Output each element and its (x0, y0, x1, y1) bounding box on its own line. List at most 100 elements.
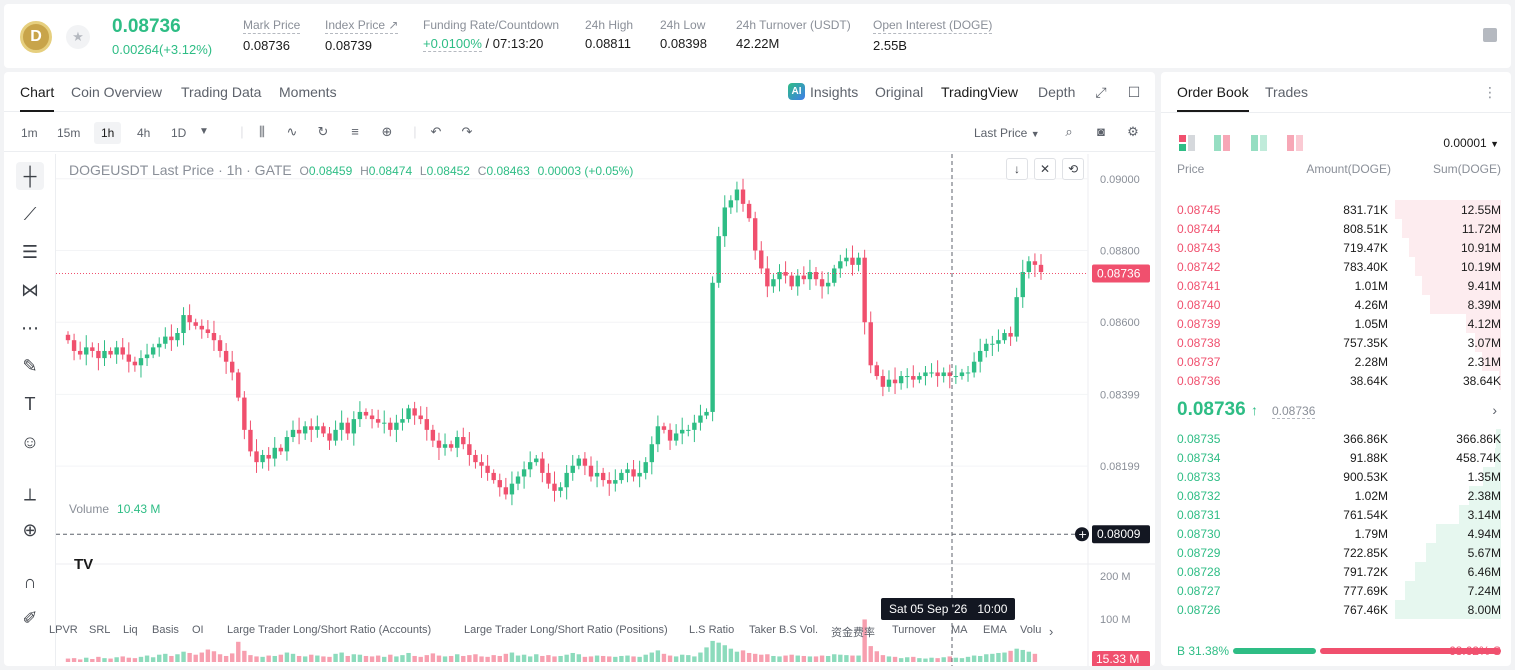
crosshair-icon[interactable]: ┼ (16, 162, 44, 190)
layout-both-icon[interactable] (1179, 135, 1195, 151)
indicator-oi[interactable]: OI (192, 624, 204, 636)
timeframe-1d[interactable]: 1D (171, 126, 187, 140)
ask-row[interactable]: 0.08742 783.40K 10.19M (1161, 257, 1511, 276)
indicator-turnover[interactable]: Turnover (892, 624, 936, 636)
bid-row[interactable]: 0.08728 791.72K 6.46M (1161, 562, 1511, 581)
zoom-in-icon[interactable]: ⊕ (22, 520, 38, 540)
price-source-select[interactable]: Last Price ▼ (974, 126, 1040, 140)
fib-icon[interactable]: ⋯ (21, 318, 39, 338)
bid-row[interactable]: 0.08734 91.88K 458.74K (1161, 448, 1511, 467)
tradingview-logo[interactable]: TV (74, 556, 94, 573)
ask-row[interactable]: 0.08740 4.26M 8.39M (1161, 295, 1511, 314)
bid-row[interactable]: 0.08732 1.02M 2.38M (1161, 486, 1511, 505)
chevron-down-icon[interactable]: ▼ (199, 126, 209, 137)
tab-tradingview[interactable]: TradingView (941, 84, 1019, 100)
timeframe-1m[interactable]: 1m (21, 126, 38, 140)
precision-select[interactable]: 0.00001 ▼ (1443, 136, 1499, 150)
ask-row[interactable]: 0.08737 2.28M 2.31M (1161, 352, 1511, 371)
ask-row[interactable]: 0.08736 38.64K 38.64K (1161, 371, 1511, 390)
tab-insights[interactable]: Insights (810, 84, 859, 100)
chevron-right-icon[interactable]: › (1049, 624, 1054, 639)
indicator-ma[interactable]: MA (951, 624, 968, 636)
tab-depth[interactable]: Depth (1038, 84, 1076, 100)
camera-icon[interactable]: ◙ (1097, 124, 1105, 139)
indicator-srl[interactable]: SRL (89, 624, 111, 636)
fullscreen-icon[interactable]: ⟲ (1062, 158, 1084, 180)
ai-insights-icon[interactable]: AI (788, 83, 805, 100)
indicator-lpvr[interactable]: LPVR (49, 624, 78, 636)
ask-row[interactable]: 0.08739 1.05M 4.12M (1161, 314, 1511, 333)
ask-row[interactable]: 0.08744 808.51K 11.72M (1161, 219, 1511, 238)
scroll-down-icon[interactable]: ↓ (1006, 158, 1028, 180)
tab-chart[interactable]: Chart (20, 84, 55, 112)
indicators-icon[interactable]: ∿ (286, 124, 298, 139)
bid-row[interactable]: 0.08727 777.69K 7.24M (1161, 581, 1511, 600)
candle-type-icon[interactable]: ⫼ (259, 124, 265, 139)
funding-rate-value[interactable]: +0.0100% (423, 36, 482, 52)
trend-line-icon[interactable]: ⟋ (23, 204, 37, 224)
bid-row[interactable]: 0.08735 366.86K 366.86K (1161, 429, 1511, 448)
layout-asks-icon[interactable] (1287, 135, 1303, 151)
timeframe-1h[interactable]: 1h (94, 122, 122, 144)
tab-coin-overview[interactable]: Coin Overview (71, 84, 163, 100)
ask-row[interactable]: 0.08738 757.35K 3.07M (1161, 333, 1511, 352)
volume-bar (461, 655, 466, 662)
chevron-right-icon[interactable]: › (1492, 402, 1497, 418)
tab-order-book[interactable]: Order Book (1177, 84, 1249, 112)
bid-row[interactable]: 0.08729 722.85K 5.67M (1161, 543, 1511, 562)
bid-row[interactable]: 0.08731 761.54K 3.14M (1161, 505, 1511, 524)
bid-row[interactable]: 0.08730 1.79M 4.94M (1161, 524, 1511, 543)
magnet-icon[interactable]: ∩ (23, 572, 37, 592)
pattern-icon[interactable]: ⋈ (21, 280, 39, 300)
collapse-icon[interactable]: ✕ (1034, 158, 1056, 180)
expand-icon[interactable]: ⤢ (1095, 84, 1107, 100)
horizontal-lines-icon[interactable]: ☰ (21, 242, 39, 262)
mid-price[interactable]: 0.08736 ↑ (1177, 399, 1258, 421)
template-icon[interactable]: ≡ (351, 124, 359, 139)
indicator-ls-ratio[interactable]: L.S Ratio (689, 624, 735, 636)
candle-body (430, 429, 436, 441)
timeframe-15m[interactable]: 15m (57, 126, 81, 140)
indicator-trader-accounts[interactable]: Large Trader Long/Short Ratio (Accounts) (227, 624, 432, 636)
ruler-icon[interactable]: ⟂ (23, 484, 36, 504)
gear-icon[interactable]: ⚙ (1127, 124, 1139, 139)
ask-row[interactable]: 0.08745 831.71K 12.55M (1161, 200, 1511, 219)
undo-icon[interactable]: ↶ (430, 124, 442, 139)
tab-original[interactable]: Original (875, 84, 924, 100)
search-icon[interactable]: ⌕ (1065, 124, 1073, 139)
ask-row[interactable]: 0.08743 719.47K 10.91M (1161, 238, 1511, 257)
refresh-icon[interactable]: ↻ (317, 124, 329, 139)
indicator-taker-vol[interactable]: Taker B.S Vol. (749, 624, 819, 636)
bid-row[interactable]: 0.08733 900.53K 1.35M (1161, 467, 1511, 486)
brush-icon[interactable]: ✎ (22, 356, 38, 376)
tab-trading-data[interactable]: Trading Data (181, 84, 262, 100)
timeframe-4h[interactable]: 4h (137, 126, 151, 140)
more-vertical-icon[interactable]: ⋮ (1483, 84, 1497, 100)
favorite-star-icon[interactable]: ★ (66, 25, 90, 49)
tab-trades[interactable]: Trades (1265, 84, 1309, 100)
indicator-funding-rate[interactable]: 资金费率 (831, 627, 875, 639)
stat-label[interactable]: Index Price ↗ (325, 18, 399, 34)
text-icon[interactable]: T (24, 394, 36, 414)
mid-price-value: 0.08736 (1177, 399, 1246, 420)
book-icon[interactable] (1483, 28, 1497, 42)
layout-bids-icon[interactable] (1251, 135, 1267, 151)
layout-split-icon[interactable] (1214, 135, 1230, 151)
window-icon[interactable]: ☐ (1127, 84, 1141, 100)
lock-draw-icon[interactable]: ✐ (22, 608, 38, 628)
indicator-trader-positions[interactable]: Large Trader Long/Short Ratio (Positions… (464, 624, 668, 636)
ask-row[interactable]: 0.08741 1.01M 9.41M (1161, 276, 1511, 295)
tab-moments[interactable]: Moments (279, 84, 337, 100)
indicator-basis[interactable]: Basis (152, 624, 179, 636)
indicator-ema[interactable]: EMA (983, 624, 1007, 636)
stat-label[interactable]: Open Interest (DOGE) (873, 18, 993, 34)
bid-row[interactable]: 0.08726 767.46K 8.00M (1161, 600, 1511, 619)
redo-icon[interactable]: ↷ (461, 124, 473, 139)
candle-body (406, 408, 411, 420)
add-indicator-icon[interactable]: ⊕ (381, 124, 393, 139)
indicator-liq[interactable]: Liq (123, 624, 138, 636)
emoji-icon[interactable]: ☺ (20, 432, 40, 452)
stat-label[interactable]: Mark Price (243, 18, 301, 34)
indicator-volume[interactable]: Volu (1020, 624, 1042, 636)
